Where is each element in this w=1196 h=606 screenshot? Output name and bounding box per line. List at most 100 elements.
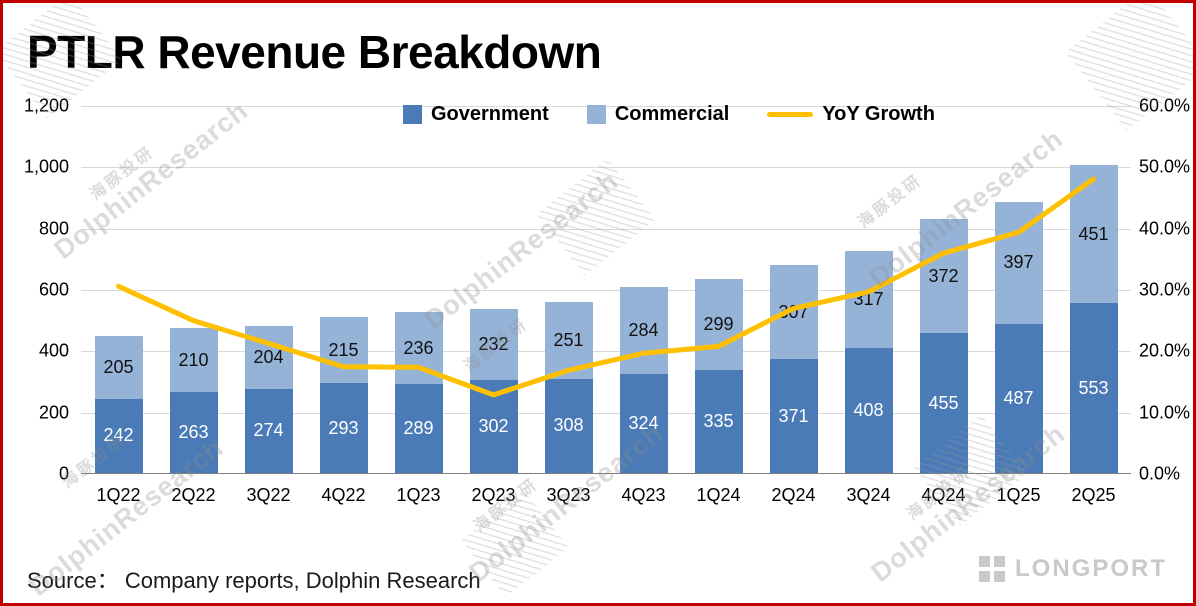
bar-segment-government: 324 [619,373,668,473]
y-axis-left-tick: 1,200 [23,95,69,116]
bar-segment-government: 293 [319,383,368,473]
y-axis-left-tick: 400 [38,340,69,361]
longport-logo-text: LONGPORT [1015,555,1167,582]
longport-logo: LONGPORT [979,555,1167,583]
bar-segment-commercial: 299 [694,278,743,371]
bar-value-label: 204 [253,347,284,368]
x-axis-label: 1Q24 [696,485,741,505]
bar-value-label: 289 [403,418,434,439]
y-axis-right-tick: 10.0% [1139,402,1191,423]
bar-value-label: 210 [178,349,209,370]
y-axis-right-tick: 60.0% [1139,95,1191,116]
bar-segment-government: 371 [769,359,818,473]
bar-segment-commercial: 317 [844,250,893,348]
bar-segment-government: 263 [169,392,218,473]
x-axis-label: 4Q23 [621,485,666,505]
gridline [81,167,1131,169]
x-axis-label: 2Q24 [771,485,816,505]
bar-value-label: 408 [853,399,884,420]
bar-segment-commercial: 372 [919,219,968,334]
legend-swatch-yoy-line [767,112,814,117]
x-axis-label: 3Q24 [846,485,891,505]
bar-segment-commercial: 215 [319,317,368,384]
y-axis-right-tick: 50.0% [1139,156,1191,177]
bar-segment-government: 408 [844,347,893,473]
bar-value-label: 553 [1078,377,1109,398]
bar-value-label: 232 [478,334,509,355]
bar-value-label: 205 [103,356,134,377]
y-axis-left-tick: 0 [58,463,69,484]
x-axis-label: 2Q23 [471,485,516,505]
y-axis-right-tick: 0.0% [1139,463,1181,484]
bar-segment-commercial: 232 [469,309,518,381]
legend-item-yoy-growth: YoY Growth [767,103,935,126]
bar-value-label: 451 [1078,223,1109,244]
bar-value-label: 263 [178,422,209,443]
x-axis-label: 2Q25 [1071,485,1116,505]
bar-value-label: 251 [553,329,584,350]
x-axis-label: 4Q22 [321,485,366,505]
bar-value-label: 397 [1003,252,1034,273]
gridline [81,351,1131,353]
gridline [81,106,1131,107]
y-axis-right-tick: 30.0% [1139,279,1191,300]
x-axis: 1Q22 2Q22 3Q22 4Q22 1Q23 2Q23 3Q23 4Q23 1Q24 2Q24… [81,485,1131,511]
longport-logo-icon [979,556,1005,582]
y-axis-right-tick: 20.0% [1139,340,1191,361]
x-axis-label: 3Q23 [546,485,591,505]
bar-value-label: 302 [478,416,509,437]
y-axis-left: 0 200 400 600 800 1,000 1,200 [3,96,69,484]
bar-value-label: 293 [328,417,359,438]
bar-segment-commercial: 397 [994,201,1043,324]
bar-value-label: 455 [928,392,959,413]
bars-layer: 242 205 263 210 274 204 293 215 289 236 302 232 308 2… [81,106,1131,473]
x-axis-label: 4Q24 [921,485,966,505]
y-axis-left-tick: 600 [38,279,69,300]
legend-swatch-commercial [586,105,606,124]
bar-value-label: 242 [103,425,134,446]
legend-swatch-government [403,105,422,124]
y-axis-left-tick: 1,000 [23,156,69,177]
x-axis-label: 3Q22 [246,485,291,505]
chart-title: PTLR Revenue Breakdown [27,26,602,78]
x-axis-label: 1Q25 [996,485,1041,505]
bar-segment-government: 274 [244,388,293,473]
bar-segment-government: 487 [994,323,1043,473]
bar-value-label: 274 [253,420,284,441]
bar-segment-government: 242 [94,398,143,473]
gridline [81,290,1131,291]
gridline [81,412,1131,414]
x-axis-label: 1Q23 [396,485,441,505]
x-axis-label: 1Q22 [96,485,141,505]
bar-value-label: 236 [403,337,434,358]
legend-item-government: Government [403,103,549,126]
gridline [81,228,1131,230]
x-axis-label: 2Q22 [171,485,216,505]
bar-value-label: 308 [553,415,584,436]
bar-segment-government: 308 [544,378,593,473]
source-note: Source： Company reports, Dolphin Researc… [27,568,481,593]
yoy-growth-line [116,176,1096,398]
legend-item-commercial: Commercial [586,103,730,126]
bar-value-label: 299 [703,313,734,334]
bar-value-label: 372 [928,265,959,286]
legend-label-yoy-growth: YoY Growth [822,103,935,125]
legend-label-commercial: Commercial [614,103,730,125]
bar-value-label: 335 [703,411,734,432]
bar-segment-government: 289 [394,384,443,473]
y-axis-left-tick: 200 [38,402,69,423]
bar-segment-government: 455 [919,333,968,473]
y-axis-left-tick: 800 [38,218,69,239]
plot-area: 242 205 263 210 274 204 293 215 289 236 302 232 308 2… [81,106,1131,474]
y-axis-right: 0.0% 10.0% 20.0% 30.0% 40.0% 50.0% 60.0% [1139,96,1193,484]
bar-segment-commercial: 205 [94,335,143,399]
bar-segment-government: 553 [1069,303,1118,473]
bar-value-label: 371 [778,405,809,426]
bar-value-label: 487 [1003,387,1034,408]
bar-value-label: 215 [328,339,359,360]
bar-segment-commercial: 307 [769,265,818,360]
legend-label-government: Government [431,103,549,125]
legend: Government Commercial YoY Growth [403,103,935,126]
bar-value-label: 284 [628,319,659,340]
